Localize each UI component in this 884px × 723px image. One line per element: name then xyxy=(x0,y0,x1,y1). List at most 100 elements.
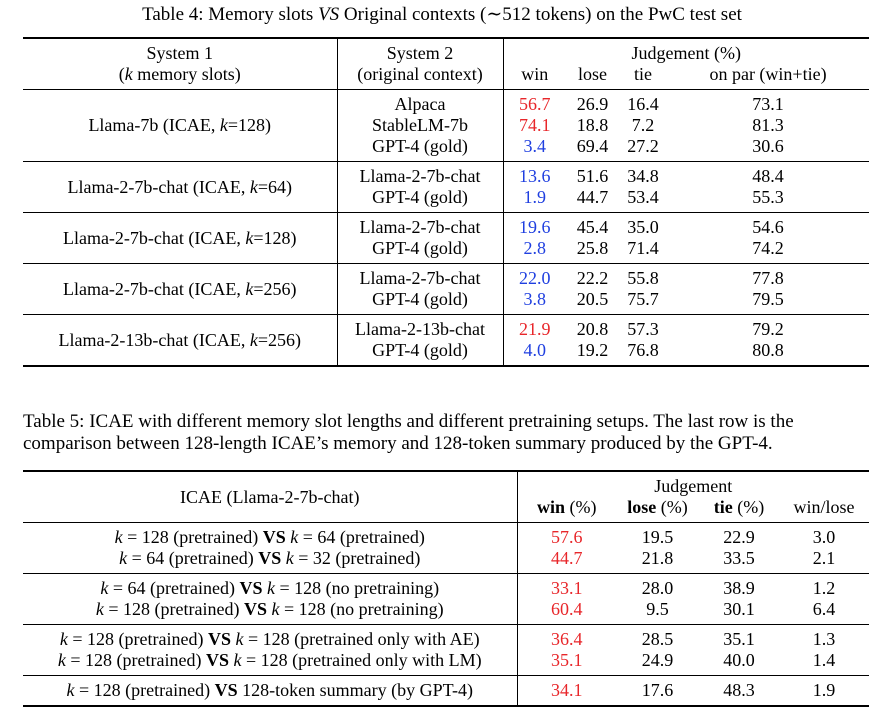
table4-tie: 76.8 xyxy=(619,340,667,367)
cmp-part: = 128 (pretrained only with AE) xyxy=(243,629,480,649)
table4-lose: 44.7 xyxy=(576,187,609,207)
cmp-vs: VS xyxy=(214,680,238,700)
table5-row: k = 128 (pretrained) VS k = 128 (pretrai… xyxy=(23,624,869,650)
table4-win: 3.8 xyxy=(523,289,547,309)
table4-system2: GPT-4 (gold) xyxy=(337,238,504,264)
table4-lose: 26.9 xyxy=(566,89,619,115)
table4-tie: 55.8 xyxy=(619,263,667,289)
table4-win: 2.8 xyxy=(523,238,547,258)
table4-row: Llama-2-7b-chat (ICAE, k=256) Llama-2-7b-… xyxy=(23,263,870,315)
cmp-k: k xyxy=(281,548,294,568)
cmp-vs: VS xyxy=(243,599,267,619)
table5-caption: Table 5: ICAE with different memory slot… xyxy=(23,411,869,455)
system1-k: k xyxy=(219,115,228,135)
table5-lose: 9.5 xyxy=(646,599,669,619)
table4-header-win: win xyxy=(521,64,549,84)
table4-lose: 20.5 xyxy=(576,289,609,309)
system1-part: =128) xyxy=(253,227,297,248)
system1-part: Llama-2-7b-chat (ICAE, xyxy=(67,176,250,197)
table5-header-winlose: win/lose xyxy=(793,497,855,517)
table5-lose: 28.5 xyxy=(616,624,699,650)
system1-part: =256) xyxy=(257,329,302,350)
hdr-part: ( xyxy=(118,64,125,84)
table5-comparison: k = 128 (pretrained) VS k = 128 (pretrai… xyxy=(23,650,518,676)
table4-onpar: 55.3 xyxy=(752,187,784,207)
cmp-k: k xyxy=(66,680,75,700)
table4-system2: GPT-4 (gold) xyxy=(337,187,504,213)
table5-tie: 33.5 xyxy=(723,548,755,568)
table4-header-system2: System 2 xyxy=(337,37,504,64)
system1-k: k xyxy=(249,176,258,197)
table5-lose: 24.9 xyxy=(641,650,674,670)
cmp-k: k xyxy=(59,629,68,649)
table4-win: 19.6 xyxy=(503,212,566,238)
cmp-part: = 128 (pretrained) xyxy=(67,629,208,649)
table5-lose: 19.5 xyxy=(616,522,699,548)
cmp-part: = 32 (pretrained) xyxy=(293,548,421,568)
system1-part: =64) xyxy=(257,176,293,197)
cmp-vs: VS xyxy=(258,548,282,568)
table4-system1: Llama-7b (ICAE, k=128) xyxy=(23,89,338,162)
system1-part: Llama-7b (ICAE, xyxy=(88,115,220,135)
table5-comparison: k = 64 (pretrained) VS k = 32 (pretraine… xyxy=(23,548,518,574)
table4-onpar: 77.8 xyxy=(667,263,870,289)
cmp-part: = 128 (pretrained) xyxy=(122,527,263,547)
table4-tie: 71.4 xyxy=(627,238,659,258)
table5-winlose: 6.4 xyxy=(812,599,836,619)
table5-tie: 48.3 xyxy=(699,675,779,707)
cmp-part: = 128 (no pretraining) xyxy=(279,599,444,619)
system1-part: Llama-2-13b-chat (ICAE, xyxy=(58,329,250,350)
cmp-vs: VS xyxy=(239,578,263,598)
table4-caption-vs: VS xyxy=(318,4,340,25)
table4-tie: 75.7 xyxy=(627,289,659,309)
cmp-k: k xyxy=(267,599,280,619)
table4-header-lose: lose xyxy=(578,64,607,84)
cmp-k: k xyxy=(285,527,299,547)
table4-system2: Llama-2-7b-chat xyxy=(337,161,504,187)
table4-system2: Llama-2-13b-chat xyxy=(337,314,504,340)
table5-header-judgement: Judgement xyxy=(517,470,869,497)
table4-tie: 16.4 xyxy=(619,89,667,115)
table5-winlose: 1.4 xyxy=(812,650,836,670)
table4-system2: GPT-4 (gold) xyxy=(337,340,504,367)
table4-lose: 25.8 xyxy=(576,238,609,258)
table4-tie: 35.0 xyxy=(619,212,667,238)
table5-comparison: k = 128 (pretrained) VS k = 128 (no pret… xyxy=(23,599,518,625)
cmp-k: k xyxy=(229,650,242,670)
table5-winlose: 1.9 xyxy=(779,675,869,707)
table4-header-tie: tie xyxy=(634,64,652,84)
cmp-k: k xyxy=(114,527,123,547)
table4-system2: GPT-4 (gold) xyxy=(337,289,504,315)
table5-winlose: 1.2 xyxy=(779,573,869,599)
table4-body: Llama-7b (ICAE, k=128) Alpaca 56.7 26.9 16.4… xyxy=(23,89,870,367)
table4-lose: 18.8 xyxy=(576,115,609,135)
hdr-part: memory slots) xyxy=(132,64,241,84)
table5: ICAE (Llama-2-7b-chat) Judgement win (%)… xyxy=(23,470,869,707)
cmp-part: = 128 (pretrained) xyxy=(103,599,244,619)
table5-win: 33.1 xyxy=(517,573,616,599)
table4-row: GPT-4 (gold) 1.9 44.7 53.4 55.3 xyxy=(23,187,869,213)
table4-caption: Table 4: Memory slots VS Original contex… xyxy=(0,4,884,26)
table5-win: 35.1 xyxy=(551,650,583,670)
cmp-k: k xyxy=(57,650,66,670)
table5-row: k = 128 (pretrained) VS 128-token summar… xyxy=(23,675,869,707)
table4-win: 74.1 xyxy=(519,115,551,135)
table4-header-system2-sub: (original context) xyxy=(337,64,504,90)
table5-comparison: k = 128 (pretrained) VS k = 128 (pretrai… xyxy=(23,624,518,650)
table5-winlose: 3.0 xyxy=(779,522,869,548)
table4-win: 1.9 xyxy=(523,187,547,207)
table4-row: GPT-4 (gold) 2.8 25.8 71.4 74.2 xyxy=(23,238,869,264)
cmp-part: = 128 (pretrained) xyxy=(65,650,206,670)
table4-win: 22.0 xyxy=(503,263,566,289)
table4-header-judgement: Judgement (%) xyxy=(503,37,870,64)
table5-winlose: 2.1 xyxy=(812,548,836,568)
table5-caption-line1: Table 5: ICAE with different memory slot… xyxy=(23,411,794,432)
cmp-vs: VS xyxy=(205,650,229,670)
table4-header: System 1 System 2 Judgement (%) (k memor… xyxy=(23,37,870,90)
table5-win: 34.1 xyxy=(517,675,616,707)
table4-onpar: 79.2 xyxy=(667,314,870,340)
table5-win: 36.4 xyxy=(517,624,616,650)
table4-lose: 22.2 xyxy=(566,263,619,289)
table4-row: GPT-4 (gold) 3.8 20.5 75.7 79.5 xyxy=(23,289,869,315)
table4-onpar: 81.3 xyxy=(752,115,784,135)
